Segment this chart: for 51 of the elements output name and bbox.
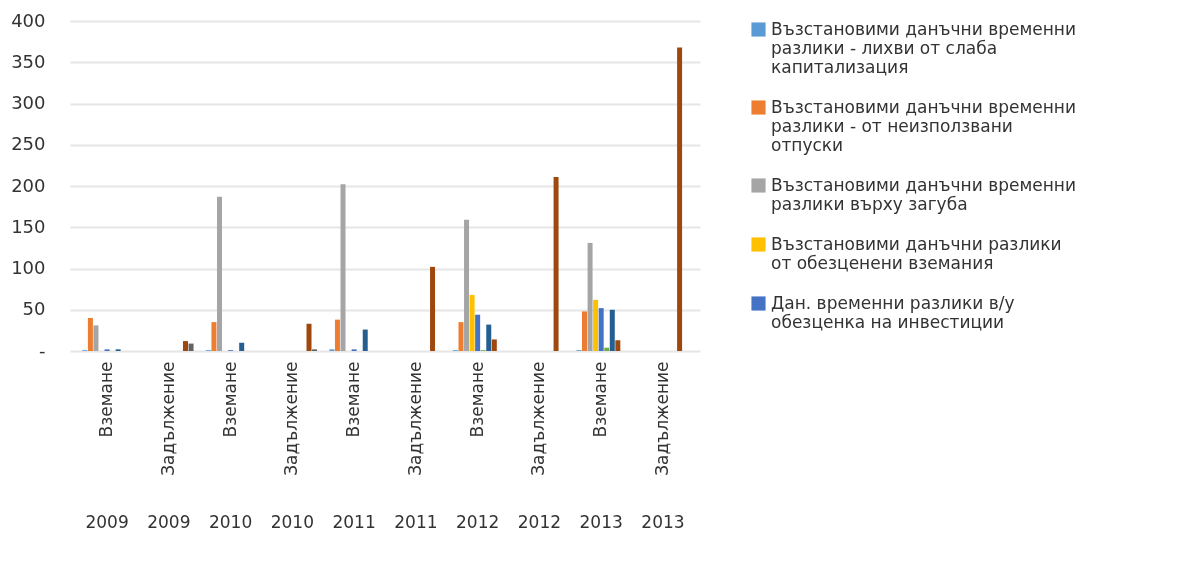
category-label: Задължение 2012 — [517, 361, 562, 532]
bar — [491, 339, 497, 351]
category-label: Задължение 2010 — [270, 361, 314, 532]
bar — [93, 325, 99, 351]
legend-label: Възстановими данъчни временни разлики - лихви от слаба капитализация — [771, 18, 1076, 77]
category-label: Вземане 2013 — [579, 361, 623, 532]
bar — [464, 219, 470, 351]
bar — [216, 196, 222, 351]
category-label: Задължение 2009 — [147, 361, 191, 532]
bar — [475, 314, 481, 351]
bar — [182, 341, 188, 351]
bar — [593, 299, 599, 351]
bar — [598, 308, 604, 351]
bar — [677, 47, 683, 351]
bar — [609, 309, 615, 351]
y-tick-label: 50 — [22, 298, 46, 320]
legend-label: Възстановими данъчни разлики от обезценени вземания — [771, 233, 1062, 273]
bar — [430, 266, 436, 351]
y-tick-label: 400 — [11, 9, 46, 31]
bar — [587, 242, 593, 351]
bar — [87, 318, 93, 351]
bar — [306, 323, 312, 351]
category-label: Задължение 2011 — [394, 361, 438, 532]
bar — [334, 319, 340, 351]
category-label: Вземане 2009 — [85, 361, 129, 532]
legend-label: Възстановими данъчни временни разлики - от неизползвани отпуски — [771, 96, 1076, 155]
y-tick-label: 250 — [11, 133, 46, 155]
category-label: Вземане 2012 — [456, 361, 500, 532]
y-tick-label: 150 — [11, 215, 46, 237]
bar — [188, 343, 194, 351]
bar — [340, 184, 346, 351]
y-tick-label: - — [39, 339, 46, 361]
category-label: Задължение 2013 — [641, 361, 685, 532]
bar — [486, 324, 492, 351]
y-tick-label: 350 — [11, 50, 46, 72]
legend-label: Възстановими данъчни временни разлики върху загуба — [771, 174, 1076, 214]
y-tick-label: 300 — [11, 92, 46, 113]
legend-label: Дан. временни разлики в/у обезценка на инвестиции — [771, 292, 1015, 332]
bar — [615, 340, 621, 351]
bar — [553, 176, 559, 351]
category-label: Вземане 2010 — [208, 361, 253, 532]
y-tick-label: 200 — [11, 174, 46, 196]
bar — [582, 311, 588, 351]
bar — [469, 294, 475, 351]
y-tick-label: 100 — [11, 257, 46, 278]
bar — [239, 342, 245, 351]
category-label: Вземане 2011 — [332, 361, 376, 532]
bar — [211, 322, 217, 351]
bar — [604, 347, 610, 351]
bar — [362, 329, 368, 351]
bar — [458, 322, 464, 351]
